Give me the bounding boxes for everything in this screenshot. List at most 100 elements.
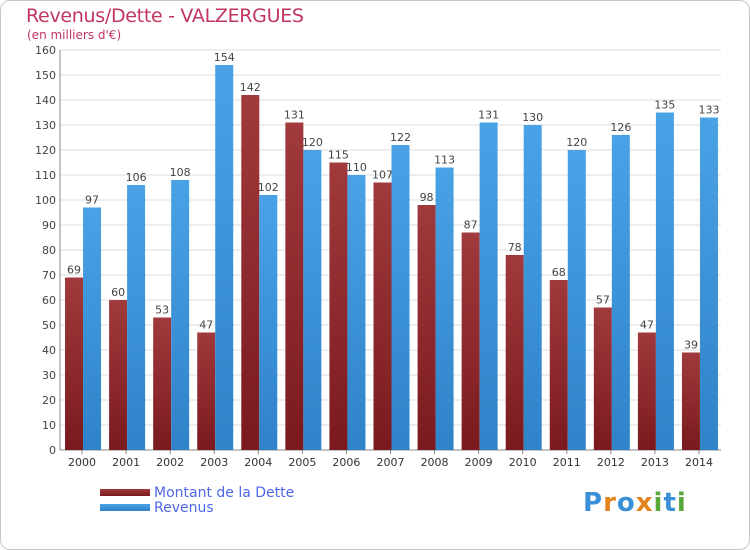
legend-label-dette: Montant de la Dette — [154, 485, 295, 501]
logo-letter: o — [616, 488, 636, 518]
data-label-dette: 142 — [240, 81, 261, 94]
y-tick-label: 90 — [42, 219, 56, 232]
data-label-dette: 78 — [508, 241, 522, 254]
data-label-revenus: 110 — [346, 161, 367, 174]
data-label-revenus: 102 — [258, 181, 279, 194]
y-tick-label: 0 — [49, 444, 56, 457]
logo-letter: P — [583, 488, 604, 518]
bar-dette — [681, 352, 700, 450]
bar-dette — [549, 280, 568, 450]
y-tick-label: 30 — [42, 369, 56, 382]
x-tick-label: 2006 — [332, 456, 360, 469]
logo-letter: t — [663, 488, 677, 518]
y-tick-label: 40 — [42, 344, 56, 357]
x-tick-label: 2000 — [68, 456, 96, 469]
logo-letter: i — [653, 488, 664, 518]
x-tick-label: 2009 — [465, 456, 493, 469]
bar-dette — [593, 307, 612, 450]
data-label-revenus: 131 — [478, 109, 499, 122]
x-tick-label: 2011 — [553, 456, 581, 469]
bar-revenus — [655, 112, 674, 450]
bar-revenus — [347, 175, 366, 450]
y-tick-label: 150 — [35, 69, 56, 82]
bar-revenus — [215, 65, 234, 450]
y-tick-label: 20 — [42, 394, 56, 407]
x-tick-label: 2004 — [244, 456, 272, 469]
data-label-revenus: 154 — [214, 51, 235, 64]
bar-dette — [417, 205, 436, 450]
x-tick-label: 2010 — [509, 456, 537, 469]
bar-dette — [461, 232, 480, 450]
logo-letter: x — [635, 488, 654, 518]
logo-letter: i — [676, 488, 687, 518]
x-tick-label: 2003 — [200, 456, 228, 469]
data-label-dette: 68 — [552, 266, 566, 279]
bar-revenus — [699, 117, 718, 450]
data-label-dette: 115 — [328, 149, 349, 162]
bar-dette — [197, 332, 216, 450]
y-tick-label: 120 — [35, 144, 56, 157]
bar-revenus — [171, 180, 190, 450]
data-label-revenus: 120 — [302, 136, 323, 149]
data-label-dette: 39 — [684, 339, 698, 352]
bar-dette — [373, 182, 392, 450]
y-tick-label: 60 — [42, 294, 56, 307]
x-tick-label: 2002 — [156, 456, 184, 469]
data-label-dette: 131 — [284, 109, 305, 122]
data-label-dette: 47 — [640, 319, 654, 332]
y-tick-label: 110 — [35, 169, 56, 182]
bar-revenus — [611, 135, 630, 450]
x-tick-label: 2013 — [641, 456, 669, 469]
bar-dette — [329, 162, 348, 450]
x-tick-label: 2005 — [288, 456, 316, 469]
y-tick-label: 50 — [42, 319, 56, 332]
data-label-revenus: 126 — [610, 121, 631, 134]
y-tick-label: 100 — [35, 194, 56, 207]
bar-revenus — [479, 122, 498, 450]
bar-dette — [285, 122, 304, 450]
bar-dette — [153, 317, 172, 450]
bar-dette — [637, 332, 656, 450]
x-tick-label: 2014 — [685, 456, 713, 469]
data-label-revenus: 120 — [566, 136, 587, 149]
legend-label-revenus: Revenus — [154, 500, 214, 516]
legend-swatch-revenus — [100, 504, 150, 511]
data-label-revenus: 122 — [390, 131, 411, 144]
bar-revenus — [83, 207, 102, 450]
bar-dette — [65, 277, 84, 450]
y-tick-label: 80 — [42, 244, 56, 257]
bar-revenus — [391, 145, 410, 450]
bar-revenus — [127, 185, 146, 450]
bar-revenus — [259, 195, 278, 450]
bar-dette — [505, 255, 524, 450]
y-tick-label: 160 — [35, 44, 56, 57]
data-label-revenus: 97 — [85, 194, 99, 207]
data-label-dette: 53 — [155, 304, 169, 317]
bar-dette — [109, 300, 128, 450]
x-tick-label: 2001 — [112, 456, 140, 469]
data-label-dette: 107 — [372, 169, 393, 182]
logo-letter: r — [603, 488, 617, 518]
data-label-dette: 60 — [111, 286, 125, 299]
data-label-dette: 87 — [464, 219, 478, 232]
bar-revenus — [523, 125, 542, 450]
proxiti-logo: Proxiti — [583, 488, 687, 518]
y-tick-label: 140 — [35, 94, 56, 107]
chart-title: Revenus/Dette - VALZERGUES — [26, 5, 304, 27]
data-label-dette: 69 — [67, 264, 81, 277]
y-tick-label: 70 — [42, 269, 56, 282]
data-label-dette: 57 — [596, 294, 610, 307]
data-label-revenus: 106 — [126, 171, 147, 184]
data-label-dette: 47 — [199, 319, 213, 332]
data-label-revenus: 135 — [654, 99, 675, 112]
legend-swatch-dette — [100, 489, 150, 496]
data-label-revenus: 130 — [522, 111, 543, 124]
data-label-dette: 98 — [420, 191, 434, 204]
x-tick-label: 2012 — [597, 456, 625, 469]
data-label-revenus: 133 — [698, 104, 719, 117]
x-tick-label: 2008 — [421, 456, 449, 469]
x-tick-label: 2007 — [377, 456, 405, 469]
bar-dette — [241, 95, 260, 450]
bar-revenus — [303, 150, 322, 450]
